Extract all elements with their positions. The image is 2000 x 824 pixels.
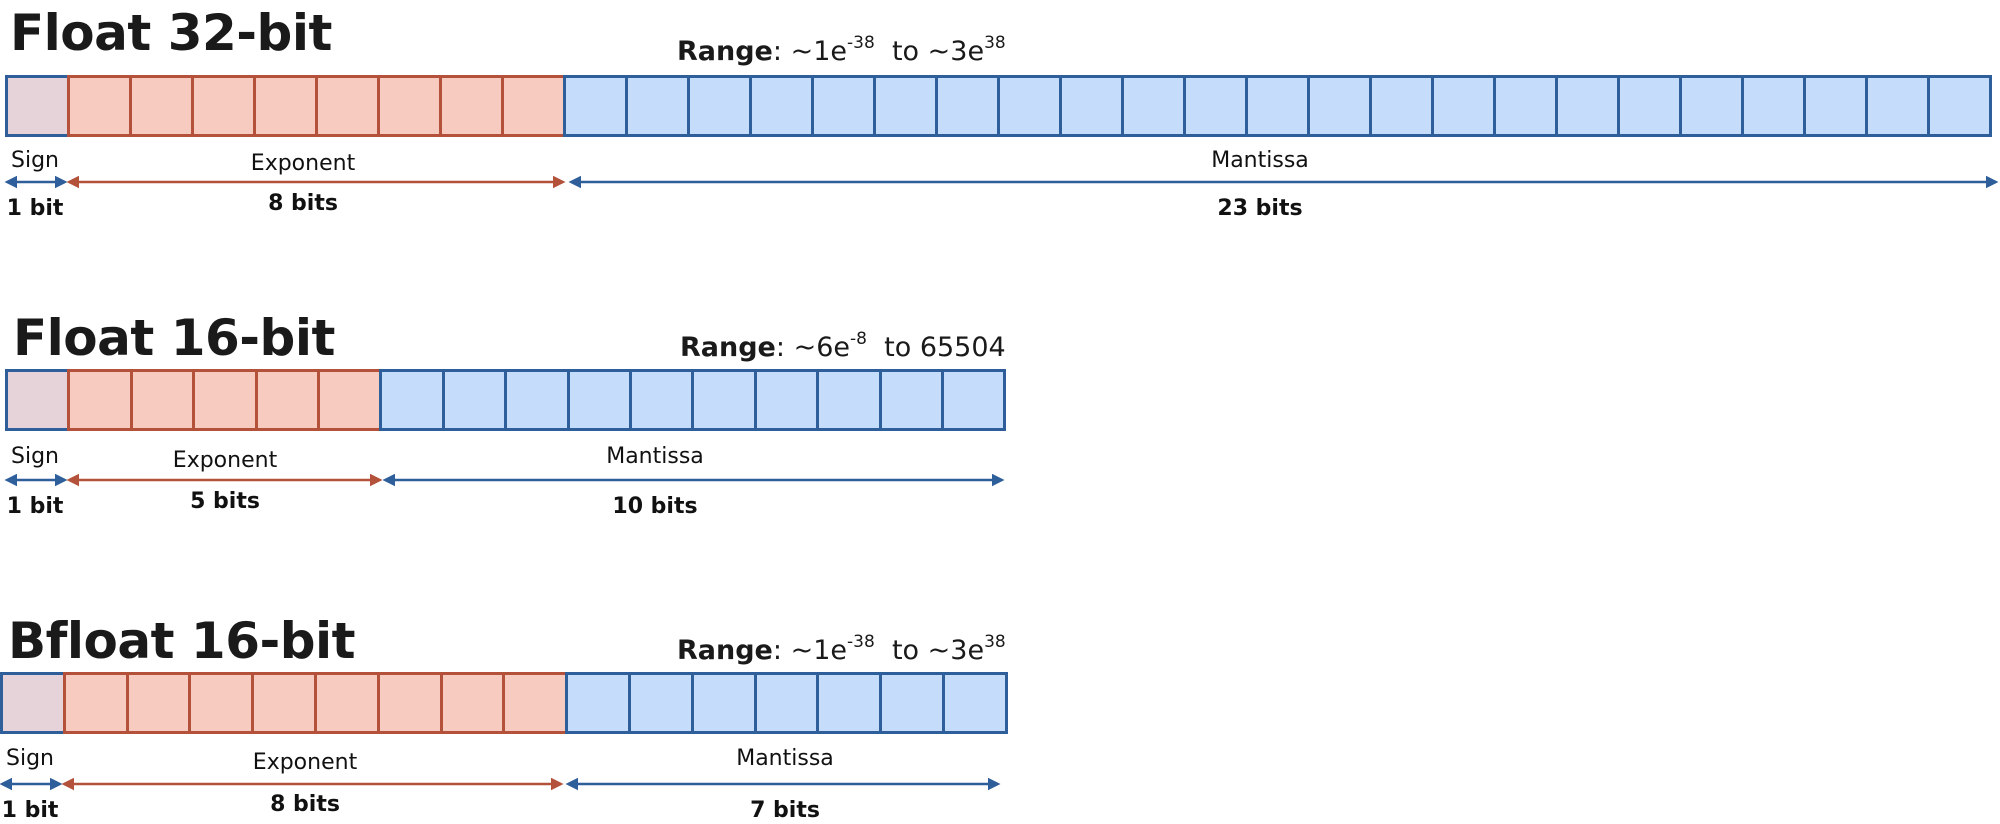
exponent-bit-count: 5 bits <box>190 489 260 514</box>
exponent-bit-cell <box>501 75 566 137</box>
mantissa-bit-cell <box>566 369 632 431</box>
mantissa-bit-cell <box>942 672 1008 734</box>
exponent-label: Exponent <box>250 151 356 176</box>
mantissa-bit-cell <box>1059 75 1124 137</box>
mantissa-bit-cell <box>941 369 1007 431</box>
mantissa-label: Mantissa <box>606 444 704 469</box>
bit-row <box>5 75 2000 137</box>
mantissa-bit-count: 23 bits <box>1217 196 1303 221</box>
mantissa-bit-cell <box>749 75 814 137</box>
mantissa-bit-cell <box>1431 75 1496 137</box>
exponent-bit-count: 8 bits <box>270 792 340 817</box>
mantissa-bit-cell <box>997 75 1062 137</box>
range-high-exponent: 38 <box>984 33 1006 53</box>
mantissa-bit-cell <box>1927 75 1992 137</box>
sign-bit-cell <box>0 672 66 734</box>
format-title: Float 32-bit <box>10 4 332 62</box>
range-text: Range: ~1e-38 to ~3e38 <box>677 35 1006 67</box>
range-text: Range: ~6e-8 to 65504 <box>680 331 1006 363</box>
mantissa-label: Mantissa <box>736 746 834 771</box>
exponent-bit-cell <box>129 75 194 137</box>
sign-label: Sign <box>11 148 59 173</box>
bit-row <box>5 369 1007 431</box>
mantissa-bit-cell <box>816 369 882 431</box>
mantissa-bit-cell <box>1307 75 1372 137</box>
mantissa-bit-cell <box>1865 75 1930 137</box>
mantissa-bit-count: 7 bits <box>750 798 820 823</box>
range-text: Range: ~1e-38 to ~3e38 <box>677 634 1006 666</box>
exponent-bit-cell <box>439 75 504 137</box>
range-low: ~1e <box>790 36 847 67</box>
sign-bit-count: 1 bit <box>1 798 59 823</box>
mantissa-bit-cell <box>753 672 820 734</box>
mantissa-bit-cell <box>816 672 883 734</box>
mantissa-label: Mantissa <box>1211 148 1309 173</box>
range-high: ~3e <box>927 635 985 666</box>
range-label: Range <box>677 635 773 666</box>
range-colon: : <box>772 635 782 666</box>
format-title: Bfloat 16-bit <box>8 612 356 670</box>
range-colon: : <box>772 36 782 67</box>
mantissa-bit-cell <box>1555 75 1620 137</box>
mantissa-bit-cell <box>811 75 876 137</box>
range-to: to <box>891 36 920 67</box>
range-label: Range <box>677 36 773 67</box>
range-low-exponent: -38 <box>847 33 875 53</box>
exponent-bit-cell <box>192 369 258 431</box>
sign-bit-count: 1 bit <box>6 196 64 221</box>
bit-span-arrows <box>4 473 1005 487</box>
range-high-exponent: 38 <box>984 632 1006 652</box>
sign-label: Sign <box>11 444 59 469</box>
range-low: ~6e <box>793 332 850 363</box>
mantissa-bit-cell <box>504 369 570 431</box>
exponent-bit-count: 8 bits <box>268 191 338 216</box>
range-colon: : <box>775 332 785 363</box>
range-low: ~1e <box>790 635 847 666</box>
mantissa-bit-cell <box>565 672 631 734</box>
sign-label: Sign <box>6 746 54 771</box>
mantissa-bit-cell <box>691 369 757 431</box>
mantissa-bit-cell <box>935 75 1000 137</box>
range-low-exponent: -8 <box>850 329 867 349</box>
range-label: Range <box>680 332 776 363</box>
exponent-bit-cell <box>125 672 192 734</box>
bit-span-arrows <box>4 175 1999 189</box>
range-low-exponent: -38 <box>847 632 875 652</box>
range-high: ~3e <box>927 36 985 67</box>
exponent-bit-cell <box>317 369 383 431</box>
exponent-bit-cell <box>377 75 442 137</box>
range-to: to <box>884 332 912 363</box>
format-title: Float 16-bit <box>13 309 335 367</box>
exponent-label: Exponent <box>172 448 278 473</box>
sign-bit-cell <box>5 75 70 137</box>
exponent-label: Exponent <box>252 750 358 775</box>
range-high: 65504 <box>919 332 1006 363</box>
mantissa-bit-cell <box>441 369 508 431</box>
sign-bit-count: 1 bit <box>6 494 64 519</box>
mantissa-bit-cell <box>878 369 944 431</box>
mantissa-bit-count: 10 bits <box>612 494 698 519</box>
mantissa-bit-cell <box>1493 75 1558 137</box>
exponent-bit-cell <box>191 75 256 137</box>
mantissa-bit-cell <box>753 369 820 431</box>
bit-row <box>0 672 1008 734</box>
range-to: to <box>891 635 920 666</box>
